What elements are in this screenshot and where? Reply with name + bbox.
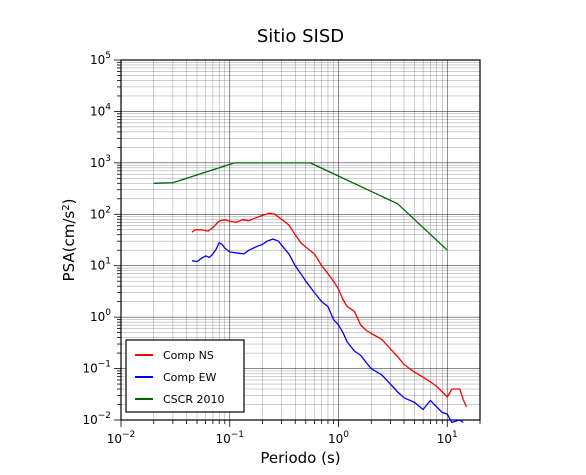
tick-exponent: −2 (122, 430, 135, 440)
tick-base: 10 (90, 53, 105, 67)
series-line-2 (153, 162, 448, 251)
tick-base: 10 (90, 156, 105, 170)
legend: Comp NS Comp EW CSCR 2010 (125, 339, 245, 413)
tick-base: 10 (90, 207, 105, 221)
tick-base: 10 (90, 259, 105, 273)
legend-label-2: CSCR 2010 (163, 393, 224, 406)
x-tick-label: 101 (437, 430, 458, 446)
legend-label-0: Comp NS (163, 349, 214, 362)
y-axis-label-sup: 2 (61, 204, 72, 210)
y-axis-label-close: ) (60, 199, 78, 205)
tick-base: 10 (90, 310, 105, 324)
x-tick-label: 10−1 (215, 430, 244, 446)
tick-exponent: 3 (105, 154, 111, 164)
y-tick-label: 104 (90, 102, 111, 118)
y-tick-label: 10−1 (82, 360, 111, 376)
y-tick-label: 103 (90, 154, 111, 170)
y-tick-label: 102 (90, 205, 111, 221)
series-line-1 (191, 238, 464, 424)
tick-base: 10 (437, 432, 452, 446)
x-tick-labels: 10−2 10−1 100 101 (107, 430, 458, 446)
x-axis-label: Periodo (s) (260, 449, 340, 467)
tick-exponent: 1 (452, 430, 458, 440)
tick-exponent: 4 (105, 102, 111, 112)
tick-exponent: −1 (231, 430, 244, 440)
y-axis-label-base: PSA(cm/s (60, 211, 78, 282)
tick-exponent: −2 (98, 411, 111, 421)
tick-exponent: −1 (98, 360, 111, 370)
tick-base: 10 (90, 104, 105, 118)
chart-title: Sitio SISD (257, 26, 344, 47)
plot-frame (120, 59, 481, 421)
series-lines (153, 162, 467, 424)
y-tick-label: 101 (90, 257, 111, 273)
series-line-0 (191, 212, 467, 408)
y-tick-label: 10−2 (82, 411, 111, 427)
tick-exponent: 5 (105, 51, 111, 61)
legend-label-1: Comp EW (163, 371, 217, 384)
tick-exponent: 0 (105, 308, 111, 318)
y-axis-label: PSA(cm/s2) (60, 199, 78, 282)
tick-base: 10 (82, 362, 97, 376)
tick-base: 10 (82, 413, 97, 427)
y-tick-label: 105 (90, 51, 111, 67)
tick-exponent: 2 (105, 205, 111, 215)
tick-exponent: 1 (105, 257, 111, 267)
x-tick-label: 10−2 (107, 430, 136, 446)
axis-ticks (114, 59, 481, 427)
x-tick-label: 100 (328, 430, 349, 446)
y-tick-label: 100 (90, 308, 111, 324)
tick-base: 10 (107, 432, 122, 446)
tick-base: 10 (328, 432, 343, 446)
tick-exponent: 0 (343, 430, 349, 440)
tick-base: 10 (215, 432, 230, 446)
